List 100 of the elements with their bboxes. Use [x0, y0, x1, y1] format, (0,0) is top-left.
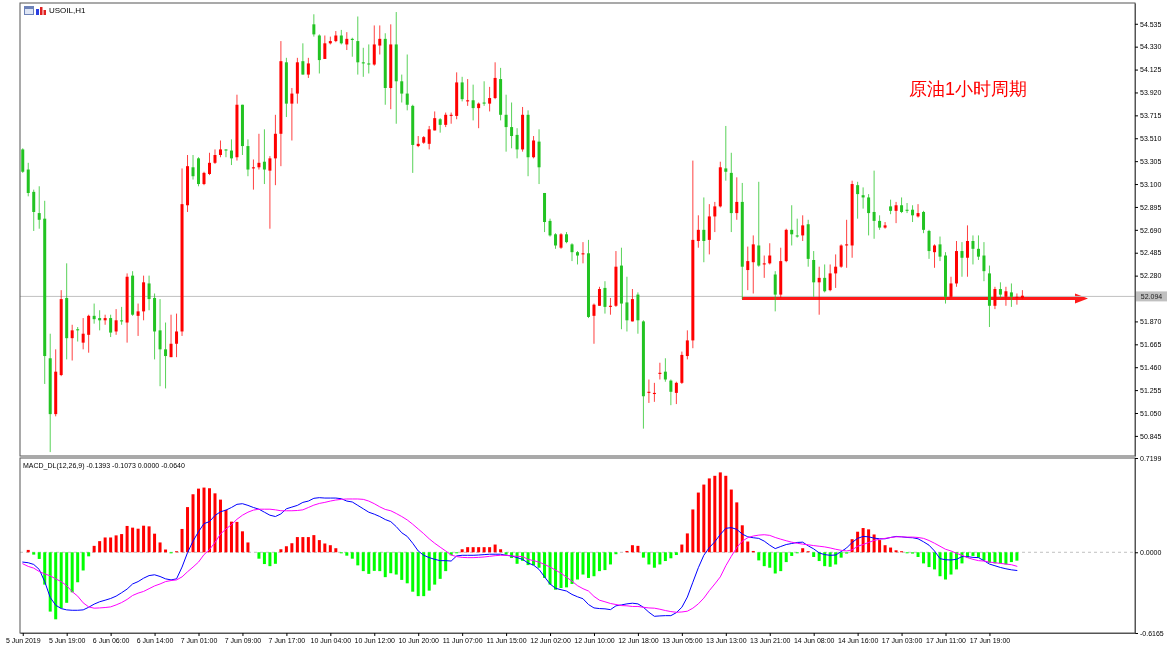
annotation: 原油1小时周期: [908, 79, 1027, 99]
candlestick: [471, 84, 475, 121]
candlestick: [982, 241, 986, 282]
candlestick: [652, 382, 656, 403]
candlestick: [916, 203, 920, 219]
candlestick: [290, 87, 294, 141]
bar: [136, 528, 140, 553]
bar: [394, 552, 398, 575]
bar: [444, 552, 448, 572]
bar: [229, 521, 233, 553]
bar: [65, 552, 69, 603]
candlestick: [927, 229, 931, 260]
bar: [630, 545, 634, 553]
bar: [652, 552, 656, 568]
candlestick: [801, 214, 805, 242]
bar: [477, 547, 481, 553]
bar: [641, 552, 645, 558]
bar: [554, 552, 558, 590]
candlestick: [608, 297, 612, 316]
bar: [1009, 552, 1013, 563]
bar: [158, 542, 162, 553]
candlestick: [532, 135, 536, 159]
candlestick: [504, 94, 508, 153]
candlestick: [751, 234, 755, 294]
bar: [460, 549, 464, 553]
bar: [647, 552, 651, 565]
bar: [773, 552, 777, 574]
bar: [378, 552, 382, 572]
candlestick: [312, 13, 316, 38]
candlestick: [367, 43, 371, 74]
candlestick: [460, 76, 464, 102]
candlestick: [938, 236, 942, 262]
bar: [779, 552, 783, 572]
bar: [405, 552, 409, 584]
candlestick: [208, 152, 211, 176]
bar: [361, 552, 365, 572]
bar: [180, 528, 184, 553]
bar: [433, 552, 437, 585]
bar: [295, 537, 299, 553]
bar: [636, 545, 640, 553]
bar: [696, 492, 700, 553]
bar: [559, 552, 563, 589]
candlestick: [191, 154, 195, 181]
bar: [565, 552, 569, 588]
bar: [724, 475, 728, 553]
candlestick: [466, 78, 470, 107]
bar: [240, 531, 244, 553]
bar: [592, 552, 596, 577]
bar: [608, 552, 612, 565]
bar: [246, 542, 250, 553]
bar: [812, 552, 816, 557]
bar: [471, 547, 475, 553]
bar: [114, 535, 118, 553]
candlestick: [76, 326, 80, 343]
bar: [482, 547, 486, 553]
candlestick: [949, 276, 953, 299]
bar: [383, 552, 387, 578]
bar: [306, 537, 310, 553]
candlestick: [306, 57, 310, 79]
bar: [153, 533, 157, 553]
bar: [367, 552, 371, 574]
bar: [916, 552, 920, 557]
candlestick: [378, 24, 382, 55]
bar: [702, 484, 706, 553]
candlestick: [757, 181, 761, 268]
candlestick: [510, 102, 514, 149]
candlestick: [229, 138, 233, 166]
bar: [48, 552, 52, 612]
candlestick: [845, 219, 849, 269]
candlestick: [21, 147, 25, 174]
bar: [416, 552, 420, 597]
bar: [109, 537, 113, 553]
candlestick: [883, 221, 887, 230]
candlestick: [658, 362, 662, 380]
bar: [142, 525, 146, 553]
bar: [147, 526, 151, 553]
candlestick: [257, 133, 261, 171]
candlestick: [175, 313, 179, 358]
candlestick: [482, 80, 486, 107]
candlestick: [169, 314, 173, 358]
bar: [762, 552, 766, 567]
bar: [729, 489, 733, 553]
bar: [576, 552, 579, 580]
candlestick: [834, 253, 838, 289]
bar: [537, 552, 541, 568]
candlestick: [674, 381, 678, 405]
bar: [268, 552, 272, 567]
candlestick: [301, 42, 305, 76]
bar: [202, 487, 206, 553]
bar: [922, 552, 926, 564]
bar: [312, 535, 316, 553]
candlestick: [817, 266, 821, 316]
bar: [372, 552, 376, 571]
bar: [273, 552, 277, 564]
candlestick: [109, 314, 113, 338]
bar: [878, 540, 882, 553]
bar: [790, 552, 794, 556]
bar: [120, 534, 124, 553]
bar: [257, 552, 261, 559]
bar: [685, 533, 689, 553]
